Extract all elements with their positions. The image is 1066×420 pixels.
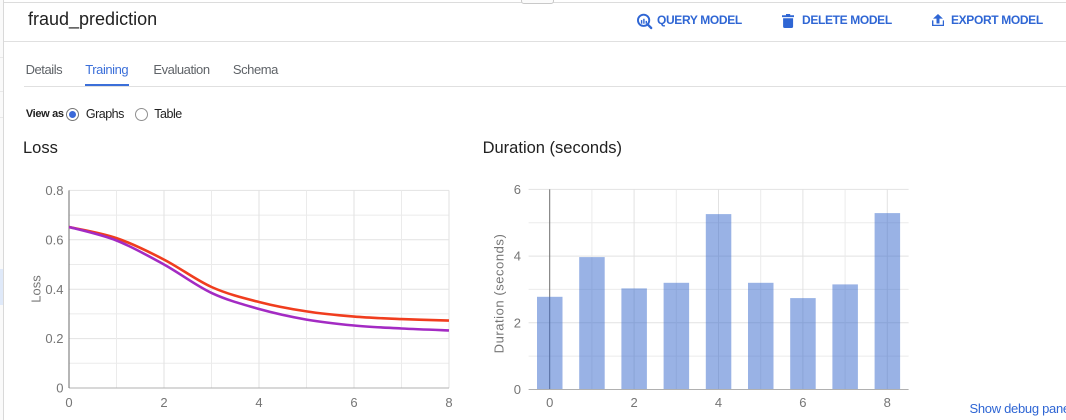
svg-text:Duration (seconds): Duration (seconds): [492, 234, 507, 354]
svg-text:0: 0: [56, 381, 63, 396]
svg-text:6: 6: [799, 395, 806, 410]
svg-text:Loss: Loss: [28, 275, 43, 303]
svg-text:0.4: 0.4: [45, 282, 63, 297]
svg-text:6: 6: [350, 395, 357, 410]
svg-text:2: 2: [514, 315, 521, 330]
svg-text:0.6: 0.6: [45, 232, 63, 247]
svg-text:4: 4: [715, 395, 722, 410]
svg-text:8: 8: [445, 395, 452, 410]
svg-text:0: 0: [514, 382, 521, 397]
svg-text:2: 2: [160, 395, 167, 410]
svg-text:0.2: 0.2: [45, 331, 63, 346]
svg-text:4: 4: [255, 395, 262, 410]
svg-text:0: 0: [546, 395, 553, 410]
svg-text:6: 6: [514, 182, 521, 197]
svg-text:8: 8: [884, 395, 891, 410]
svg-text:2: 2: [630, 395, 637, 410]
svg-text:0: 0: [65, 395, 72, 410]
svg-text:4: 4: [514, 249, 521, 264]
svg-text:0.8: 0.8: [45, 183, 63, 198]
